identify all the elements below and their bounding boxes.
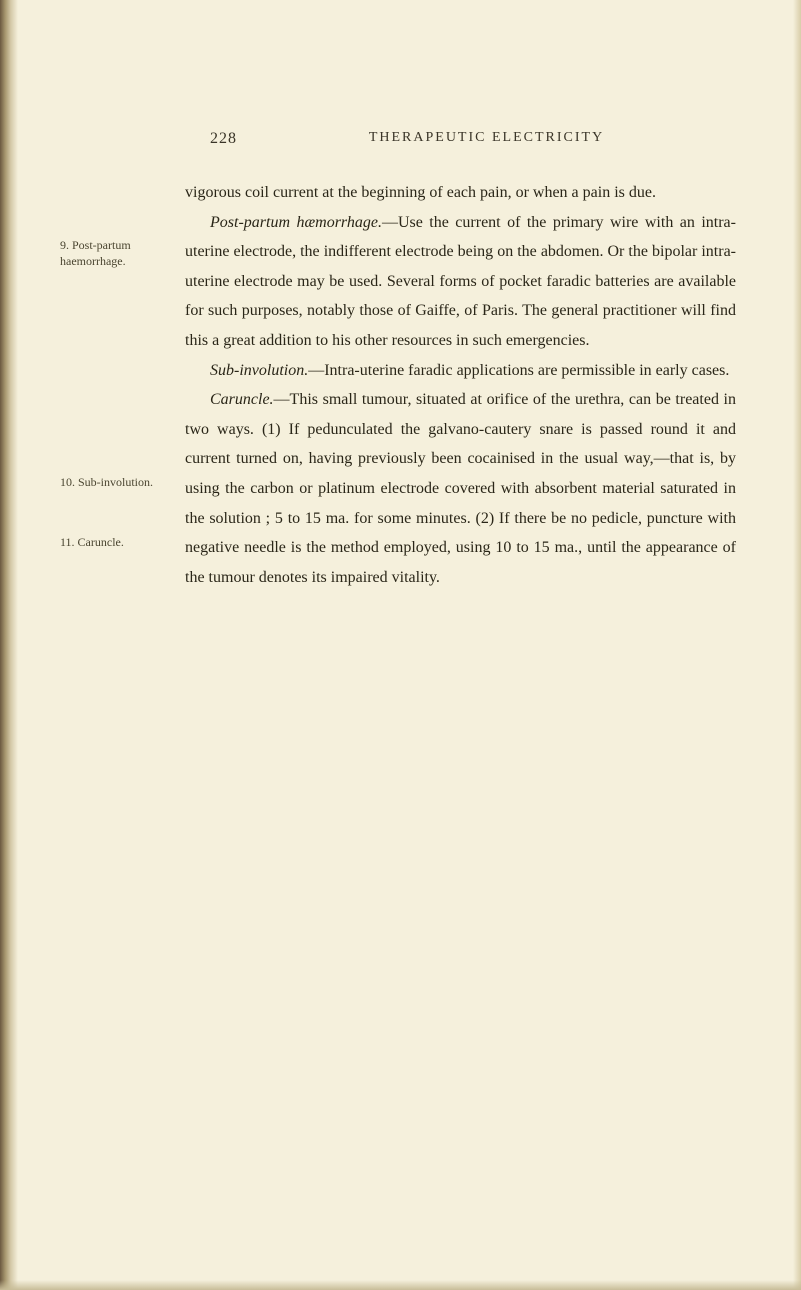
paragraph-subinvolution: Sub-involution.—Intra-uterine faradic ap…	[185, 356, 736, 386]
paragraph-postpartum: Post-partum hæmorrhage.—Use the current …	[185, 208, 736, 356]
p2-heading: Post-partum hæmorrhage.	[210, 214, 382, 231]
body-text-column: vigorous coil current at the beginning o…	[185, 178, 736, 592]
page-edge-right	[793, 0, 801, 1290]
margin-notes-column: 9. Post-partum haemorrhage. 10. Sub-invo…	[60, 178, 165, 592]
margin-note-10: 10. Sub-involution.	[60, 475, 165, 491]
page-header: 228 THERAPEUTIC ELECTRICITY	[60, 130, 736, 148]
margin-note-9: 9. Post-partum haemorrhage.	[60, 238, 165, 269]
paragraph-caruncle: Caruncle.—This small tumour, situated at…	[185, 385, 736, 592]
p4-heading: Caruncle.	[210, 391, 274, 408]
p1-text: vigorous coil current at the beginning o…	[185, 184, 656, 201]
content-area: 9. Post-partum haemorrhage. 10. Sub-invo…	[60, 178, 736, 592]
margin-note-11: 11. Caruncle.	[60, 535, 165, 551]
page-content: 228 THERAPEUTIC ELECTRICITY 9. Post-part…	[0, 0, 801, 652]
paragraph-continuation: vigorous coil current at the beginning o…	[185, 178, 736, 208]
page-binding-shadow	[0, 0, 18, 1290]
p4-body: —This small tumour, situated at orifice …	[185, 391, 736, 586]
page-edge-bottom	[0, 1280, 801, 1290]
page-number: 228	[210, 130, 237, 148]
p2-body: —Use the current of the primary wire wit…	[185, 214, 736, 349]
p3-body: —Intra-uterine faradic applications are …	[308, 362, 729, 379]
p3-heading: Sub-involution.	[210, 362, 308, 379]
running-title: THERAPEUTIC ELECTRICITY	[369, 130, 604, 148]
